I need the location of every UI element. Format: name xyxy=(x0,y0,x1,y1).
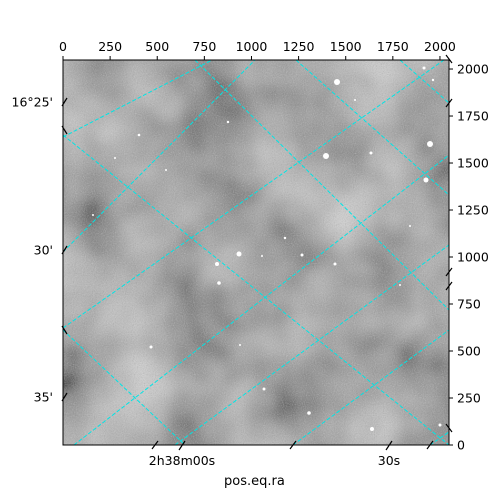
star xyxy=(422,66,426,70)
dec-tick-label: 35' xyxy=(34,390,53,405)
x-tick-label: 750 xyxy=(192,39,216,54)
star xyxy=(283,236,287,240)
x-tick-label: 1000 xyxy=(236,39,268,54)
star xyxy=(354,99,356,101)
star xyxy=(239,344,241,346)
star xyxy=(92,214,94,216)
y-pixel-axis-right: 0 250 500 750 1000 1250 1500 1750 2000 xyxy=(449,62,489,453)
world-tick-mark xyxy=(445,54,453,64)
y-tick-label: 1750 xyxy=(457,109,489,124)
x-tick-label: 500 xyxy=(145,39,169,54)
dec-grid-line xyxy=(73,154,449,445)
star xyxy=(215,262,219,266)
dec-tick-label: 30' xyxy=(34,243,53,258)
star-field xyxy=(92,66,442,431)
dec-tick-label: 16°25' xyxy=(12,95,54,110)
dec-tick-mark xyxy=(289,440,297,450)
dec-grid-line xyxy=(174,244,449,445)
world-tick-mark xyxy=(445,98,453,108)
world-tick-mark xyxy=(445,281,453,291)
star xyxy=(438,423,442,427)
ra-tick-label: 30s xyxy=(378,453,400,468)
y-tick-label: 750 xyxy=(457,297,481,312)
dec-tick-mark xyxy=(61,392,68,402)
ra-grid-line xyxy=(63,134,449,445)
star xyxy=(427,141,433,147)
dec-grid-line xyxy=(63,60,213,138)
star xyxy=(226,120,230,124)
sky-image xyxy=(63,60,449,445)
star xyxy=(137,133,141,137)
y-tick-label: 1250 xyxy=(457,203,489,218)
ra-grid-line xyxy=(194,60,449,311)
star xyxy=(431,78,435,82)
x-tick-label: 1500 xyxy=(330,39,362,54)
star xyxy=(261,255,263,257)
x-tick-label: 1250 xyxy=(283,39,315,54)
dec-tick-mark xyxy=(61,97,68,107)
dec-grid-line xyxy=(63,60,256,253)
star xyxy=(409,225,411,227)
dec-tick-mark xyxy=(426,440,434,450)
dec-grid-line xyxy=(292,329,449,445)
x-axis-title: pos.eq.ra xyxy=(224,474,285,489)
dec-tick-mark xyxy=(151,440,159,450)
ra-tick-mark xyxy=(178,440,186,451)
y-tick-label: 1500 xyxy=(457,156,489,171)
ra-tick-mark xyxy=(61,125,68,135)
coordinate-grid xyxy=(63,60,449,445)
y-tick-label: 1000 xyxy=(457,250,489,265)
dec-grid-line xyxy=(429,431,449,445)
star xyxy=(423,177,429,183)
y-tick-label: 2000 xyxy=(457,62,489,77)
x-tick-label: 0 xyxy=(59,39,67,54)
dec-tick-mark xyxy=(61,245,68,255)
star xyxy=(370,427,374,431)
ra-tick-mark xyxy=(61,325,68,335)
star xyxy=(165,169,167,171)
star xyxy=(399,284,401,286)
x-tick-label: 250 xyxy=(98,39,122,54)
star xyxy=(236,251,242,257)
x-tick-label: 1750 xyxy=(377,39,409,54)
ra-grid-line xyxy=(63,329,186,445)
ra-grid-line xyxy=(399,60,449,104)
star xyxy=(300,253,304,257)
star xyxy=(334,79,340,85)
x-pixel-axis-top: 0 250 500 750 1000 1250 1500 1750 2000 xyxy=(59,39,456,60)
world-tick-mark xyxy=(445,423,453,433)
star xyxy=(149,345,153,349)
star xyxy=(333,262,337,266)
x-tick-label: 2000 xyxy=(424,39,456,54)
star xyxy=(217,281,221,285)
star xyxy=(262,387,266,391)
ra-tick-label: 2h38m00s xyxy=(149,453,215,468)
y-tick-label: 250 xyxy=(457,391,481,406)
star xyxy=(307,411,311,415)
star xyxy=(369,151,373,155)
ra-grid-line xyxy=(295,60,449,196)
world-coordinate-ticks: 16°25' 30' 35' 2h38m00s 30s xyxy=(12,54,453,468)
world-tick-mark xyxy=(445,267,453,277)
star xyxy=(114,157,116,159)
ra-tick-mark xyxy=(385,440,393,451)
y-tick-label: 0 xyxy=(457,438,465,453)
star xyxy=(323,153,329,159)
y-tick-label: 500 xyxy=(457,344,481,359)
